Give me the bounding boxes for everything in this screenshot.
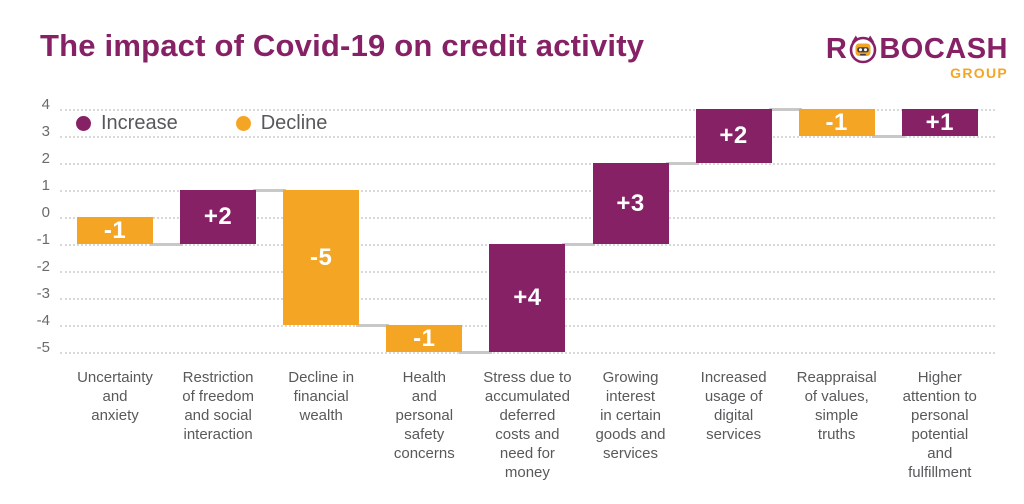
bar-value-label: +2 [203, 203, 233, 230]
y-tick-label: -2 [36, 258, 50, 275]
waterfall-bar: -1 [386, 324, 463, 352]
bar-value-label: +3 [616, 189, 645, 217]
y-tick-label: 3 [41, 123, 50, 140]
logo-group-label: GROUP [950, 65, 1008, 81]
waterfall-bar: -1 [798, 108, 875, 136]
y-tick-label: 1 [41, 177, 50, 194]
bar-value-label: -1 [825, 108, 848, 136]
bar-value-label: -5 [310, 243, 333, 271]
increase-dot-icon [76, 116, 91, 131]
connector-line [459, 350, 493, 354]
waterfall-bar: +4 [489, 244, 566, 352]
logo-text-bocash: BOCASH [879, 33, 1008, 65]
gridline [60, 190, 995, 192]
category-label: Higher attention to personal potential a… [902, 369, 977, 481]
waterfall-bar: +2 [695, 109, 772, 163]
y-tick-label: -5 [36, 339, 50, 356]
y-tick-label: -1 [36, 231, 50, 248]
x-axis-labels: Uncertainty and anxiety Restriction of fr… [60, 368, 995, 498]
bar-value-label: +2 [719, 122, 748, 149]
y-tick-label: 4 [41, 96, 50, 113]
connector-line [768, 107, 802, 111]
y-tick-label: 2 [41, 150, 50, 167]
legend-label-decline: Decline [260, 112, 328, 134]
y-axis: 4 3 2 1 0 -1 -2 -3 -4 -5 [0, 96, 50, 356]
bar-value-label: +4 [513, 284, 542, 311]
waterfall-bar: -1 [77, 217, 153, 244]
connector-line [150, 242, 184, 246]
legend-item-decline: Decline [235, 112, 328, 135]
logo-brand-row: R BOCASH [826, 34, 1008, 64]
connector-line [871, 134, 905, 138]
plot-area: Increase Decline -1 +2 -5 -1 +4 +3 +2 -1 +1 [60, 107, 995, 354]
connector-line [253, 188, 287, 192]
gridline [60, 109, 995, 111]
category-label: Reappraisal of values, simple truths [796, 369, 877, 443]
bar-value-label: -1 [103, 216, 127, 244]
category-label: Decline in financial wealth [288, 369, 355, 424]
legend-label-increase: Increase [101, 112, 178, 134]
gridline [60, 136, 995, 138]
waterfall-bar: +2 [180, 190, 257, 244]
chart-legend: Increase Decline [76, 112, 327, 135]
category-label: Uncertainty and anxiety [77, 369, 153, 424]
decline-dot-icon [235, 116, 251, 131]
connector-line [665, 161, 699, 165]
category-label: Restriction of freedom and social intera… [182, 369, 254, 443]
connector-line [356, 323, 390, 327]
category-label: Health and personal safety concerns [393, 369, 455, 462]
logo-text-r: R [825, 33, 848, 65]
waterfall-bar: +3 [592, 163, 669, 244]
bar-value-label: -1 [413, 324, 436, 352]
robot-head-icon [848, 34, 878, 64]
gridline [60, 217, 995, 219]
y-tick-label: -4 [36, 312, 50, 329]
waterfall-bar: +1 [901, 108, 978, 136]
y-tick-label: 0 [41, 204, 50, 221]
bar-value-label: +1 [925, 108, 954, 136]
legend-item-increase: Increase [76, 112, 178, 135]
category-label: Increased usage of digital services [700, 369, 767, 443]
gridline [60, 163, 995, 165]
category-label: Stress due to accumulated deferred costs… [483, 369, 572, 481]
category-label: Growing interest in certain goods and se… [595, 369, 666, 462]
page-title: The impact of Covid-19 on credit activit… [40, 28, 645, 63]
y-tick-label: -3 [36, 285, 50, 302]
gridline [60, 352, 995, 354]
robocash-logo: R BOCASH GROUP [826, 34, 1008, 81]
connector-line [562, 242, 596, 246]
waterfall-bar: -5 [283, 190, 360, 325]
